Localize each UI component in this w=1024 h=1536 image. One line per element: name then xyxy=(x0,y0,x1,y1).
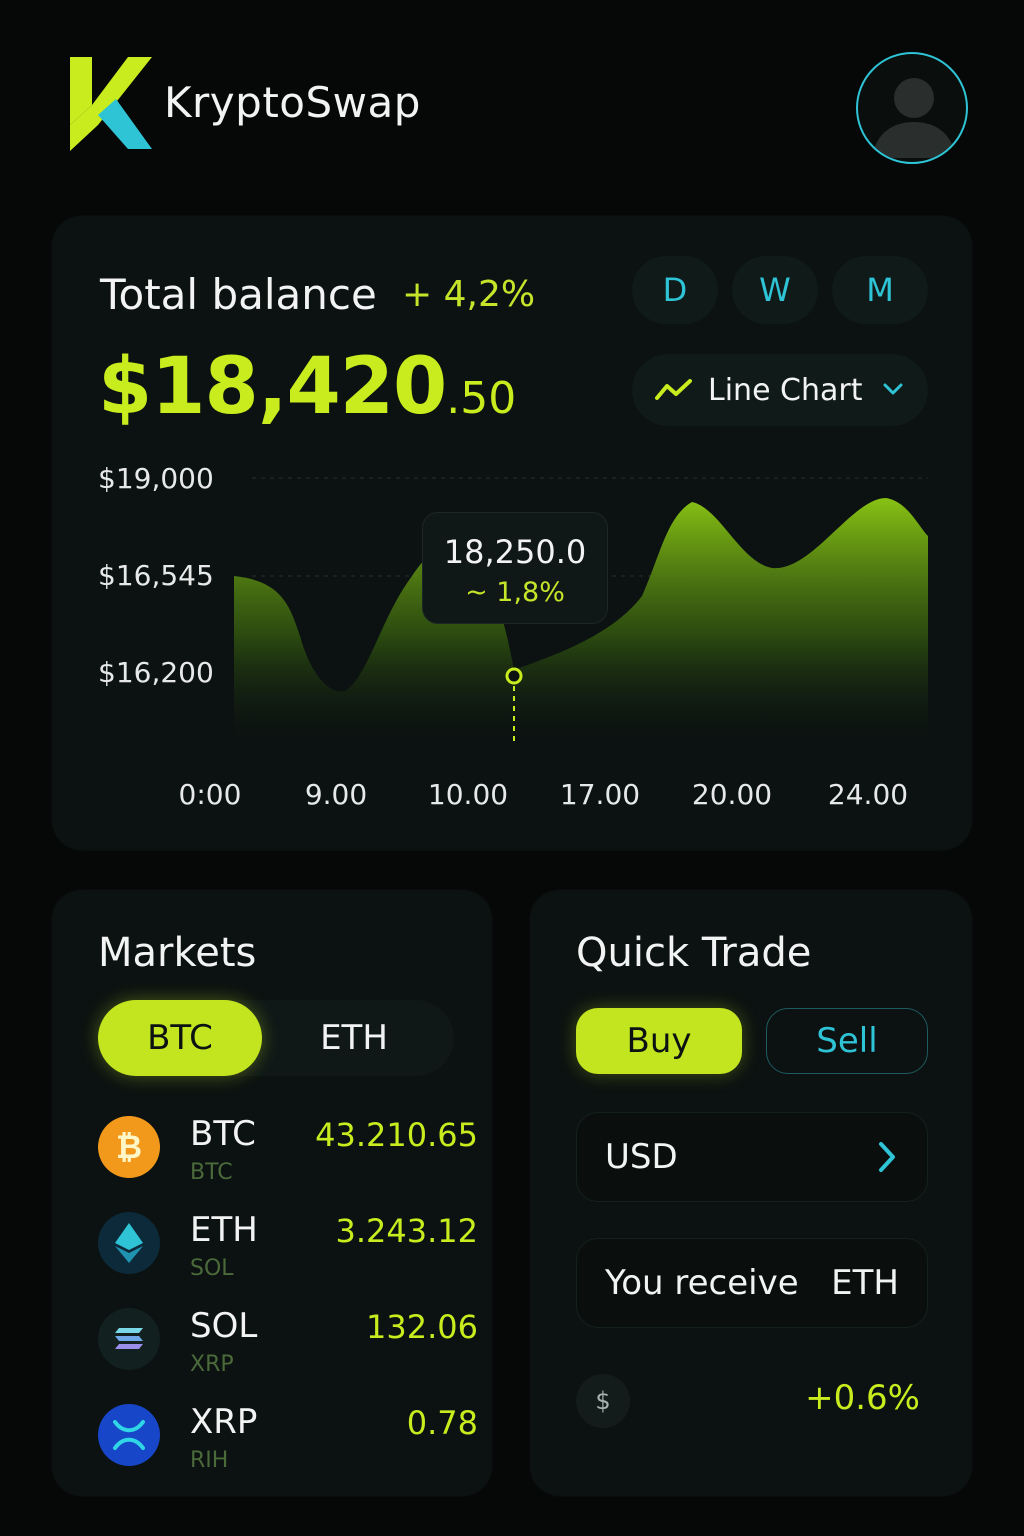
solana-icon xyxy=(98,1308,160,1370)
trade-change: +0.6% xyxy=(805,1378,920,1418)
coin-price: 3.243.12 xyxy=(335,1212,479,1250)
sell-button[interactable]: Sell xyxy=(766,1008,928,1074)
market-row[interactable]: ₿ BTC BTC 43.210.65 xyxy=(98,1110,478,1194)
tooltip-change: ~ 1,8% xyxy=(423,577,607,608)
chart-type-dropdown[interactable]: Line Chart xyxy=(632,354,928,426)
kryptoswap-logo-icon xyxy=(70,57,152,151)
chart-tooltip: 18,250.0 ~ 1,8% xyxy=(422,512,608,624)
coin-name: ETH xyxy=(190,1210,258,1250)
markets-title: Markets xyxy=(98,930,257,976)
markets-card: Markets BTC ETH ₿ BTC BTC 43.210.65 ETH xyxy=(52,890,492,1496)
balance-amount-main: $18,420 xyxy=(98,342,447,432)
ethereum-icon xyxy=(98,1212,160,1274)
x-axis-label: 0:00 xyxy=(178,778,242,811)
coin-symbol: SOL xyxy=(190,1256,234,1281)
trend-icon: ~ xyxy=(465,577,497,608)
x-axis-label: 24.00 xyxy=(827,778,909,811)
user-icon xyxy=(872,78,956,158)
balance-chart xyxy=(234,477,928,746)
y-axis-label: $16,200 xyxy=(98,656,214,689)
coin-name: XRP xyxy=(190,1402,258,1442)
balance-area-series xyxy=(234,498,928,746)
market-row[interactable]: XRP RIH 0.78 xyxy=(98,1398,478,1482)
bitcoin-icon: ₿ xyxy=(98,1116,160,1178)
balance-change: + 4,2% xyxy=(402,274,536,315)
chevron-right-icon xyxy=(879,1142,895,1172)
x-axis-label: 10.00 xyxy=(427,778,509,811)
coin-price: 43.210.65 xyxy=(315,1116,478,1154)
receive-field[interactable]: You receive ETH xyxy=(576,1238,928,1328)
coin-name: SOL xyxy=(190,1306,258,1346)
currency-label: USD xyxy=(605,1137,678,1177)
coin-name: BTC xyxy=(190,1114,256,1154)
tooltip-change-value: 1,8% xyxy=(496,577,565,608)
dollar-icon: $ xyxy=(576,1374,630,1428)
profile-avatar[interactable] xyxy=(856,52,968,164)
currency-selector[interactable]: USD xyxy=(576,1112,928,1202)
balance-amount-cents: .50 xyxy=(446,373,517,424)
tab-btc[interactable]: BTC xyxy=(98,1000,262,1076)
chart-type-label: Line Chart xyxy=(708,372,863,408)
x-axis-label: 17.00 xyxy=(559,778,641,811)
xrp-icon xyxy=(98,1404,160,1466)
market-row[interactable]: ETH SOL 3.243.12 xyxy=(98,1206,478,1290)
quick-trade-title: Quick Trade xyxy=(576,930,812,976)
receive-currency: ETH xyxy=(831,1263,899,1303)
quick-trade-card: Quick Trade Buy Sell USD You receive ETH… xyxy=(530,890,972,1496)
x-axis-label: 9.00 xyxy=(304,778,368,811)
coin-symbol: RIH xyxy=(190,1448,229,1473)
coin-symbol: XRP xyxy=(190,1352,234,1377)
period-week-button[interactable]: W xyxy=(732,256,818,324)
period-day-button[interactable]: D xyxy=(632,256,718,324)
tooltip-value: 18,250.0 xyxy=(443,533,587,571)
coin-price: 0.78 xyxy=(406,1404,478,1442)
chevron-down-icon xyxy=(883,383,903,395)
period-month-button[interactable]: M xyxy=(832,256,928,324)
balance-title: Total balance xyxy=(100,270,377,319)
trend-line-icon xyxy=(655,379,692,400)
receive-label: You receive xyxy=(605,1263,799,1303)
balance-card: Total balance + 4,2% $18,420.50 D W M Li… xyxy=(52,216,972,850)
y-axis-label: $16,545 xyxy=(98,559,214,592)
svg-text:₿: ₿ xyxy=(116,1128,142,1166)
tooltip-marker-point[interactable] xyxy=(505,667,523,685)
tab-eth[interactable]: ETH xyxy=(320,1018,388,1058)
y-axis-label: $19,000 xyxy=(98,462,214,495)
coin-symbol: BTC xyxy=(190,1160,233,1185)
balance-amount: $18,420.50 xyxy=(98,342,516,432)
buy-button[interactable]: Buy xyxy=(576,1008,742,1074)
market-row[interactable]: SOL XRP 132.06 xyxy=(98,1302,478,1386)
app-title: KryptoSwap xyxy=(164,78,421,127)
coin-price: 132.06 xyxy=(366,1308,478,1346)
markets-tab-switch: BTC ETH xyxy=(98,1000,454,1076)
x-axis-label: 20.00 xyxy=(691,778,773,811)
